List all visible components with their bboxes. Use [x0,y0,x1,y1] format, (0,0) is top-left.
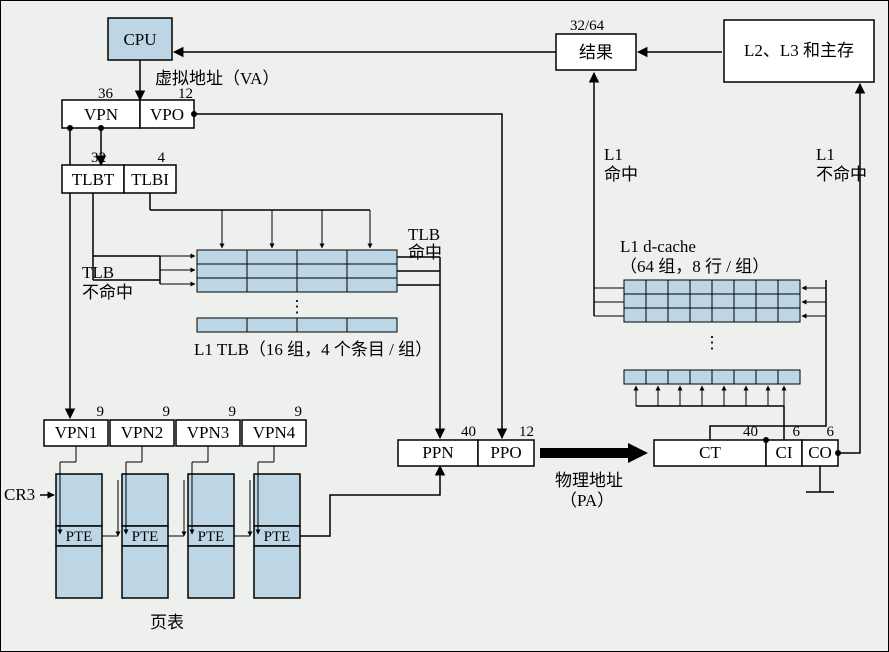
cr3-label: CR3 [4,485,35,504]
l1d-caption-line1: L1 d-cache [620,237,696,256]
vpn-label: VPN [84,105,118,124]
va-label: 虚拟地址（VA） [155,69,279,88]
svg-text:9: 9 [163,404,171,420]
tlbi-label: TLBI [131,170,169,189]
svg-text:9: 9 [295,404,303,420]
ct-label: CT [699,443,721,462]
ppn-label: PPN [422,443,453,462]
svg-text:VPN2: VPN2 [121,423,164,442]
svg-text:9: 9 [97,404,105,420]
vpo-label: VPO [150,105,184,124]
l1d-caption-line2: （64 组，8 行 / 组） [620,257,769,276]
result-label: 结果 [579,43,613,62]
ci-label: CI [776,443,793,462]
l1-miss-line1: L1 [816,145,835,164]
ppo-label: PPO [490,443,521,462]
svg-text:PTE: PTE [132,529,159,545]
svg-text:⋮: ⋮ [289,297,306,316]
svg-text:PTE: PTE [198,529,225,545]
co-label: CO [808,443,832,462]
result-bits: 32/64 [570,18,605,34]
co-bits: 6 [827,424,835,440]
page-tables-caption: 页表 [150,613,184,632]
svg-text:PTE: PTE [66,529,93,545]
l1-tlb-caption: L1 TLB（16 组，4 个条目 / 组） [194,340,432,359]
cpu-label: CPU [123,30,156,49]
tlb-miss-line1: TLB [82,263,114,282]
svg-text:VPN4: VPN4 [253,423,296,442]
svg-text:VPN1: VPN1 [55,423,98,442]
ppn-bits: 40 [461,424,476,440]
tlb-hit-line2: 命中 [408,243,442,262]
svg-text:⋮: ⋮ [704,333,721,352]
memory-hierarchy-diagram: CPU 虚拟地址（VA） 36 12 VPN VPO 32 4 TLBT TLB… [0,0,889,652]
ppo-bits: 12 [519,424,534,440]
svg-text:9: 9 [229,404,237,420]
l1-tlb-grid [197,250,397,292]
pa-label-line2: （PA） [560,491,614,510]
l2l3mem-label: L2、L3 和主存 [744,41,854,60]
l1-miss-line2: 不命中 [816,165,867,184]
tlb-hit-line1: TLB [408,225,440,244]
svg-text:PTE: PTE [264,529,291,545]
svg-text:VPN3: VPN3 [187,423,230,442]
pa-label-line1: 物理地址 [555,471,623,490]
tlb-miss-line2: 不命中 [82,283,133,302]
l1-hit-line1: L1 [604,145,623,164]
tlbi-bits: 4 [158,150,166,166]
tlbt-bits: 32 [91,150,106,166]
tlbt-label: TLBT [72,170,115,189]
l1-hit-line2: 命中 [604,165,638,184]
